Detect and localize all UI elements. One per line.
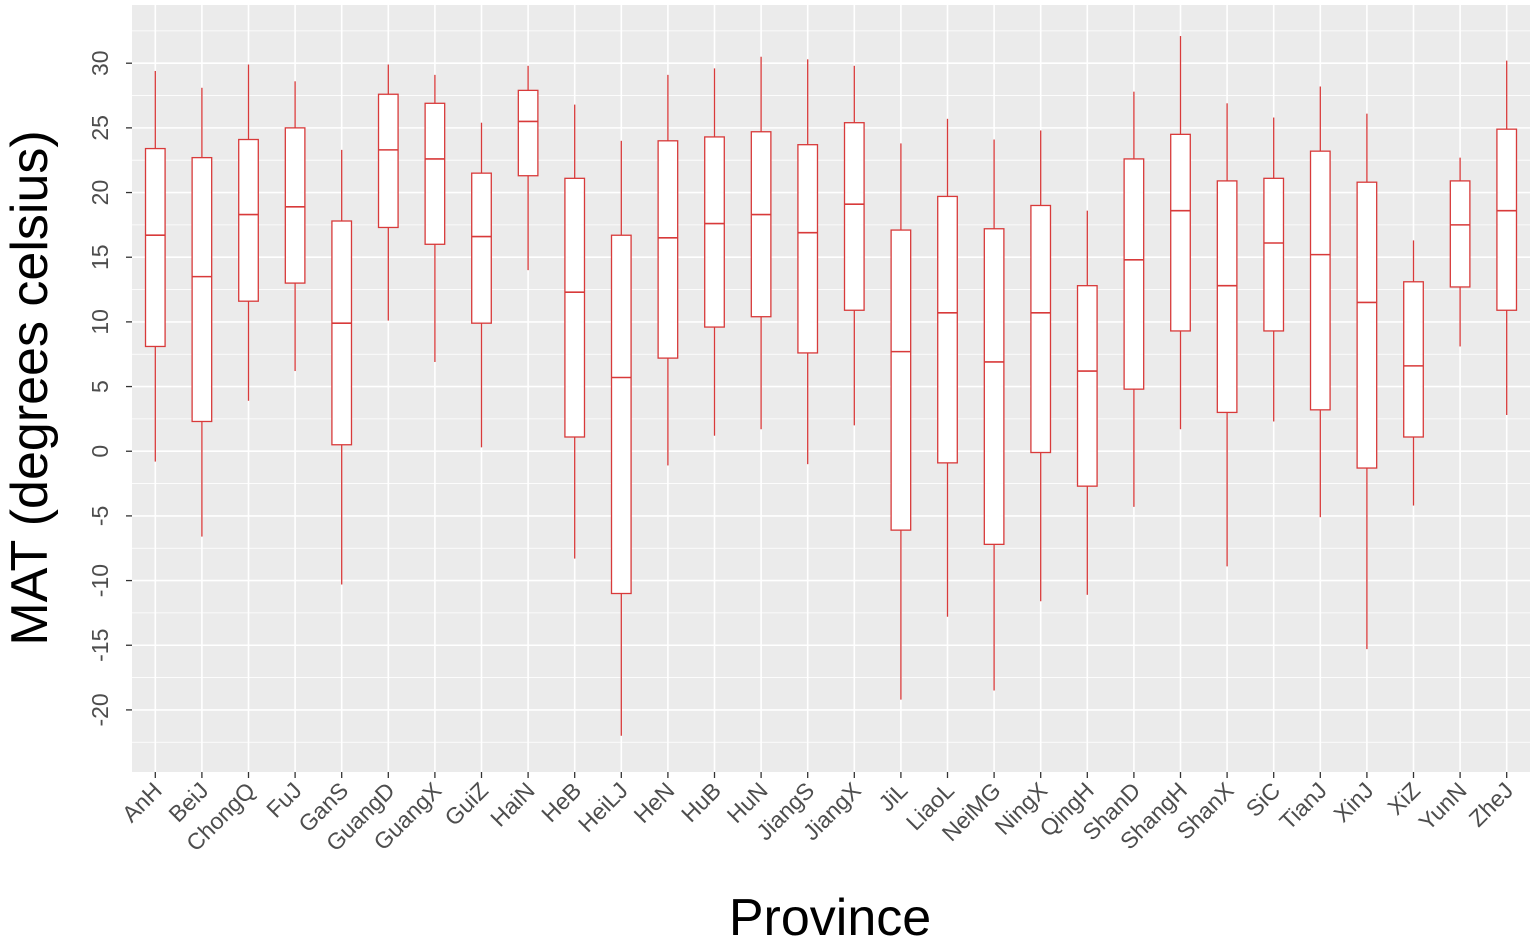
- box-QingH: [1076, 210, 1098, 595]
- x-tick-label: TianJ: [1274, 777, 1332, 835]
- y-tick-label: -20: [87, 693, 113, 726]
- y-tick-label: 10: [87, 309, 113, 335]
- y-axis-ticks: -20 -15 -10 -5 0 5 10 15 20 25 30: [87, 50, 132, 727]
- box-LiaoL: [937, 118, 958, 617]
- box-iqr: [331, 220, 353, 446]
- box-iqr: [937, 195, 958, 464]
- box-iqr: [1356, 181, 1378, 469]
- y-tick-label: 15: [87, 244, 113, 270]
- box-iqr: [1123, 158, 1145, 390]
- box-iqr: [1216, 180, 1238, 414]
- x-axis-title: Province: [729, 889, 931, 945]
- box-iqr: [843, 122, 865, 311]
- y-tick-label: -10: [87, 564, 113, 597]
- box-HeiLJ: [610, 140, 632, 736]
- x-tick-label: GuiZ: [439, 777, 493, 831]
- box-iqr: [191, 156, 213, 423]
- box-HaiN: [517, 65, 539, 271]
- box-iqr: [144, 147, 166, 348]
- box-GanS: [331, 149, 353, 585]
- box-iqr: [238, 138, 259, 302]
- box-NeiMG: [983, 139, 1005, 691]
- box-YunN: [1449, 157, 1471, 347]
- box-iqr: [517, 89, 539, 177]
- x-tick-label: YunN: [1413, 777, 1471, 835]
- box-iqr: [610, 234, 632, 595]
- box-ShanX: [1216, 103, 1238, 567]
- box-HuB: [704, 68, 725, 436]
- y-tick-label: 30: [87, 50, 113, 76]
- y-tick-label: -5: [87, 506, 113, 526]
- box-HeB: [564, 104, 586, 559]
- y-tick-label: 5: [87, 380, 113, 393]
- box-FuJ: [284, 81, 306, 372]
- x-tick-label: AnH: [117, 777, 167, 827]
- y-tick-label: -15: [87, 629, 113, 662]
- y-tick-label: 25: [87, 115, 113, 141]
- box-iqr: [1496, 128, 1518, 311]
- x-tick-label: HeN: [629, 777, 680, 828]
- x-tick-label: ZheJ: [1464, 777, 1519, 832]
- box-AnH: [144, 70, 166, 462]
- y-axis-title: MAT (degrees celsius): [1, 130, 59, 645]
- box-TianJ: [1309, 86, 1331, 518]
- box-JiL: [890, 143, 912, 700]
- grid-lines: [132, 5, 1530, 772]
- box-iqr: [471, 172, 492, 324]
- box-ChongQ: [238, 64, 259, 401]
- box-iqr: [657, 140, 679, 359]
- box-SiC: [1263, 117, 1285, 422]
- box-iqr: [1076, 285, 1098, 487]
- box-iqr: [1170, 133, 1191, 332]
- box-iqr: [284, 127, 306, 284]
- box-HeN: [657, 74, 679, 466]
- box-XiZ: [1403, 240, 1424, 506]
- box-iqr: [797, 144, 819, 354]
- box-iqr: [1403, 281, 1424, 438]
- box-ShanD: [1123, 91, 1145, 507]
- box-iqr: [704, 136, 725, 328]
- y-tick-label: 0: [87, 445, 113, 458]
- box-iqr: [1030, 204, 1052, 454]
- box-series: [144, 36, 1518, 736]
- box-iqr: [564, 177, 586, 438]
- box-iqr: [1309, 150, 1331, 411]
- box-GuiZ: [471, 122, 492, 448]
- box-iqr: [1263, 177, 1285, 332]
- box-GuangX: [424, 74, 446, 362]
- box-JiangS: [797, 59, 819, 465]
- y-tick-label: 20: [87, 180, 113, 206]
- box-iqr: [1449, 180, 1471, 288]
- box-iqr: [750, 131, 772, 318]
- x-tick-label: HeiLJ: [573, 777, 633, 837]
- box-XinJ: [1356, 113, 1378, 650]
- box-BeiJ: [191, 87, 213, 537]
- x-tick-label: XinJ: [1328, 777, 1378, 827]
- x-tick-label: HuB: [676, 777, 726, 827]
- box-JiangX: [843, 65, 865, 426]
- box-GuangD: [377, 64, 399, 321]
- box-ShangH: [1170, 36, 1191, 430]
- x-tick-label: HaiN: [485, 777, 540, 832]
- box-HuN: [750, 56, 772, 430]
- box-ZheJ: [1496, 60, 1518, 416]
- box-iqr: [377, 93, 399, 229]
- box-iqr: [983, 228, 1005, 546]
- box-NingX: [1030, 130, 1052, 602]
- box-iqr: [890, 229, 912, 531]
- box-iqr: [424, 102, 446, 245]
- plot-panel: [132, 5, 1530, 772]
